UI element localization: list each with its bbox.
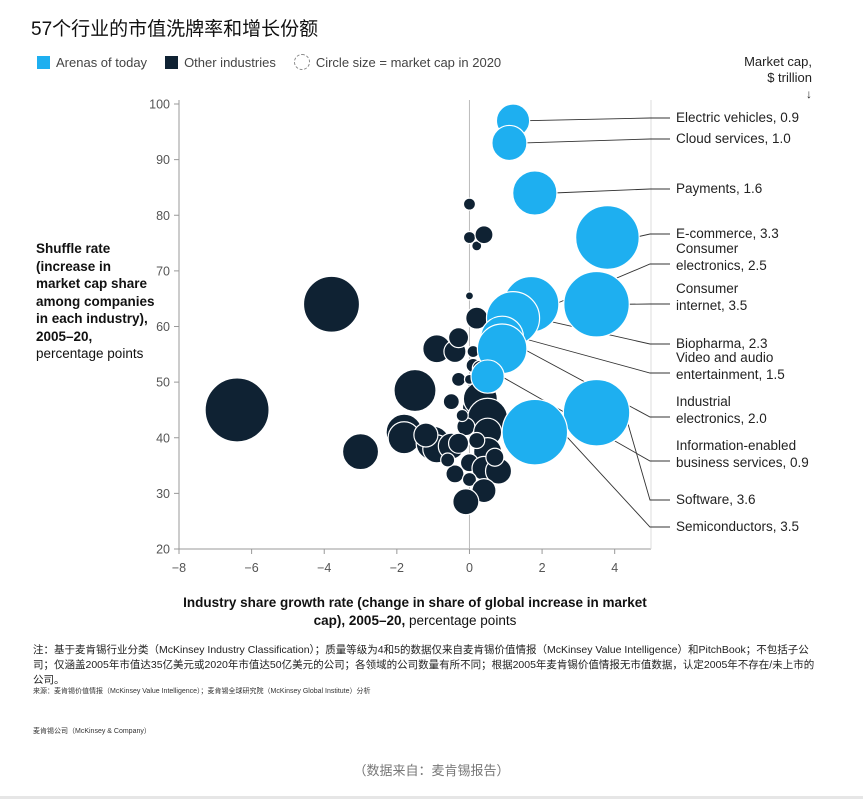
other-industry-bubble — [474, 225, 494, 245]
arena-bubble-payments — [512, 170, 558, 216]
arena-label: Software, 3.6 — [676, 492, 756, 507]
other-industry-bubble — [442, 392, 460, 411]
leader-line — [624, 412, 670, 501]
y-tick-label: 30 — [156, 487, 170, 501]
arena-label: internet, 3.5 — [676, 298, 747, 313]
bottom-divider — [0, 796, 863, 799]
arena-bubble-cloud-services — [491, 124, 528, 162]
legend: Arenas of today Other industries Circle … — [37, 54, 519, 70]
x-axis-title-unit: percentage points — [409, 613, 517, 628]
legend-arenas-swatch — [37, 55, 50, 69]
other-industry-bubble — [440, 452, 456, 468]
other-industry-bubble — [468, 431, 486, 450]
other-industry-bubble — [455, 408, 469, 423]
arena-label: Consumer — [676, 241, 739, 256]
y-tick-label: 80 — [156, 209, 170, 223]
x-tick-label: 4 — [611, 561, 618, 575]
legend-arenas: Arenas of today — [37, 55, 147, 70]
x-tick-label: −2 — [390, 561, 404, 575]
other-industry-bubble — [447, 327, 470, 349]
leader-line — [562, 431, 670, 528]
arena-label: business services, 0.9 — [676, 455, 809, 470]
arena-bubble-information-enabled-business-services — [470, 359, 505, 394]
copyright-line: 麦肯锡公司（McKinsey & Company） — [33, 728, 151, 735]
x-tick-label: −4 — [317, 561, 331, 575]
y-tick-label: 40 — [156, 431, 170, 445]
y-tick-label: 60 — [156, 320, 170, 334]
y-tick-label: 90 — [156, 153, 170, 167]
arena-label: Electric vehicles, 0.9 — [676, 110, 799, 125]
y-tick-label: 70 — [156, 264, 170, 278]
arena-bubble-consumer-internet — [563, 270, 630, 338]
x-tick-label: 2 — [539, 561, 546, 575]
arena-label: Video and audio — [676, 350, 773, 365]
other-industry-bubble — [461, 471, 478, 488]
other-industry-bubble — [452, 488, 480, 516]
legend-size: Circle size = market cap in 2020 — [293, 54, 502, 70]
y-axis-title: Shuffle rate (increase in market cap sha… — [36, 240, 156, 363]
chart-title: 57个行业的市值洗牌率和增长份额 — [31, 19, 319, 40]
legend-other: Other industries — [165, 55, 276, 70]
source-line: 来源：麦肯锡价值情报（McKinsey Value Intelligence）；… — [33, 688, 371, 695]
other-industry-bubble — [450, 371, 467, 387]
y-tick-label: 50 — [156, 376, 170, 390]
arena-label: Information-enabled — [676, 438, 796, 453]
caption: （数据来自：麦肯锡报告） — [353, 763, 510, 778]
legend-size-label: Circle size = market cap in 2020 — [315, 54, 502, 70]
x-tick-label: 0 — [466, 561, 473, 575]
legend-arenas-label: Arenas of today — [56, 54, 148, 70]
down-arrow-icon: ↓ — [806, 87, 812, 101]
arena-bubble-e-commerce — [575, 205, 640, 270]
dashed-circle-icon — [293, 54, 310, 70]
other-industry-bubble — [393, 368, 437, 413]
other-industry-bubble — [413, 422, 439, 448]
other-industry-bubble — [204, 377, 270, 443]
other-industry-bubble — [341, 433, 380, 471]
x-axis-title-bold: Industry share growth rate (change in sh… — [183, 595, 647, 628]
arena-bubble-software — [562, 378, 631, 447]
scatter-chart: 20 30 40 50 60 70 80 90 100 −8 −6 −4 −2 0 2 4 Electric v… — [149, 98, 809, 576]
market-cap-line2: $ trillion — [767, 70, 812, 85]
arena-label: Industrial — [676, 394, 731, 409]
arena-label: Biopharma, 2.3 — [676, 336, 768, 351]
arena-label: Consumer — [676, 281, 739, 296]
other-industry-bubble — [445, 464, 465, 484]
arena-label: entertainment, 1.5 — [676, 367, 785, 382]
legend-other-swatch — [165, 55, 179, 69]
arena-label: electronics, 2.5 — [676, 258, 767, 273]
leader-line — [524, 138, 670, 144]
arena-label: Cloud services, 1.0 — [676, 131, 791, 146]
other-industry-bubble — [447, 432, 470, 454]
other-industry-bubble — [462, 197, 477, 211]
arena-label: E-commerce, 3.3 — [676, 226, 779, 241]
other-industry-bubble — [302, 275, 361, 333]
x-tick-label: −6 — [244, 561, 258, 575]
x-axis-title: Industry share growth rate (change in sh… — [180, 594, 650, 630]
arena-label: Payments, 1.6 — [676, 181, 762, 196]
market-cap-header: Market cap, $ trillion ↓ — [744, 54, 812, 102]
footnote: 注：基于麦肯锡行业分类（McKinsey Industry Classifica… — [33, 644, 815, 686]
y-tick-label: 100 — [149, 98, 170, 112]
x-tick-label: −8 — [172, 561, 186, 575]
arena-label: Semiconductors, 3.5 — [676, 519, 799, 534]
other-industry-bubble — [464, 291, 475, 301]
y-tick-label: 20 — [156, 543, 170, 557]
arena-bubble-semiconductors — [501, 398, 569, 466]
arena-label: electronics, 2.0 — [676, 411, 767, 426]
leader-line — [553, 188, 670, 194]
leader-line — [520, 337, 670, 374]
market-cap-line1: Market cap, — [744, 54, 812, 69]
y-axis-title-unit: percentage points — [36, 346, 144, 361]
leader-line — [522, 348, 670, 418]
leader-line — [527, 117, 670, 122]
legend-other-label: Other industries — [184, 54, 276, 70]
y-axis-title-bold: Shuffle rate (increase in market cap sha… — [36, 241, 155, 344]
other-industry-bubble — [485, 447, 505, 467]
